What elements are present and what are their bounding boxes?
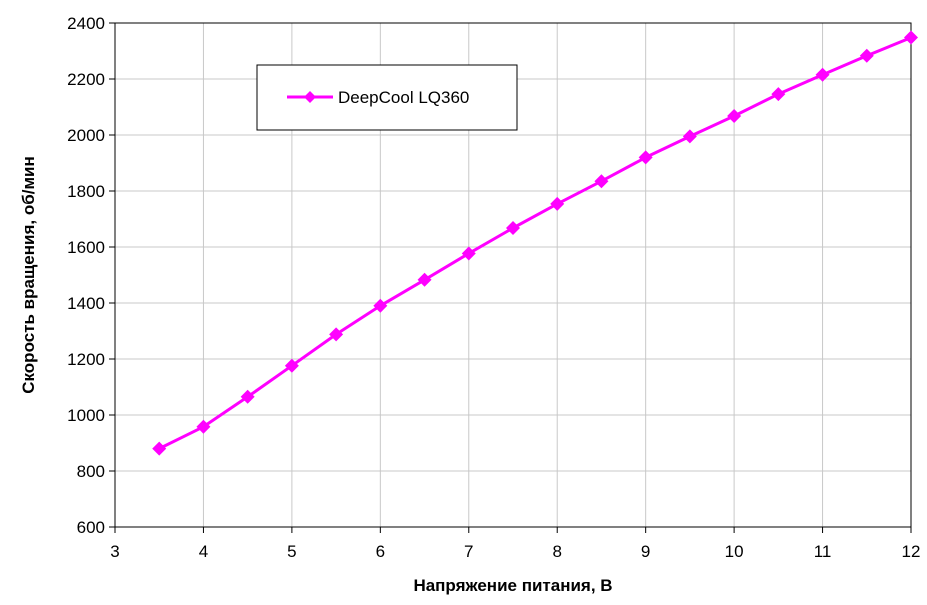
y-tick-label: 1000 <box>67 406 105 425</box>
data-point-marker <box>240 389 255 404</box>
legend: DeepCool LQ360 <box>256 64 518 131</box>
data-point-marker <box>373 298 388 313</box>
x-tick-label: 11 <box>814 542 832 561</box>
plot-area <box>114 22 912 528</box>
y-tick-label: 800 <box>77 462 105 481</box>
data-point-marker <box>417 272 432 287</box>
data-point-marker <box>461 246 476 261</box>
data-point-marker <box>815 67 830 82</box>
x-tick-label: 5 <box>287 542 296 561</box>
x-tick-label: 7 <box>464 542 473 561</box>
y-tick-label: 1800 <box>67 182 105 201</box>
data-point-marker <box>638 150 653 165</box>
x-tick-label: 9 <box>641 542 650 561</box>
x-axis-title: Напряжение питания, В <box>413 576 612 595</box>
y-tick-label: 1600 <box>67 238 105 257</box>
data-point-marker <box>550 196 565 211</box>
data-point-marker <box>506 220 520 235</box>
y-axis-ticks: 600 800 1000 1200 1400 1600 1800 2000 2200 2400 <box>67 14 115 537</box>
data-point-marker <box>771 87 786 102</box>
x-tick-label: 3 <box>110 542 119 561</box>
x-axis-ticks: 3 4 5 6 7 8 9 10 11 12 <box>110 527 920 561</box>
legend-diamond-marker <box>304 91 316 103</box>
y-tick-label: 1200 <box>67 350 105 369</box>
series-line <box>158 36 912 450</box>
data-point-marker <box>594 174 609 189</box>
data-point-marker <box>329 327 344 342</box>
data-point-marker <box>196 419 211 434</box>
x-tick-label: 8 <box>552 542 561 561</box>
y-tick-label: 2200 <box>67 70 105 89</box>
data-point-marker <box>859 48 874 63</box>
y-axis-title: Скорость вращения, об/мин <box>19 156 38 394</box>
legend-label: DeepCool LQ360 <box>338 88 469 107</box>
data-point-marker <box>727 108 742 123</box>
y-tick-label: 2400 <box>67 14 105 33</box>
x-tick-label: 12 <box>902 542 921 561</box>
series-layer <box>152 30 918 456</box>
data-point-marker <box>682 129 697 144</box>
y-tick-label: 1400 <box>67 294 105 313</box>
data-point-marker <box>152 441 167 456</box>
x-tick-label: 10 <box>725 542 744 561</box>
x-tick-label: 6 <box>376 542 385 561</box>
x-tick-label: 4 <box>199 542 208 561</box>
y-tick-label: 600 <box>77 518 105 537</box>
data-point-marker <box>904 30 918 45</box>
data-point-marker <box>284 358 299 373</box>
y-tick-label: 2000 <box>67 126 105 145</box>
